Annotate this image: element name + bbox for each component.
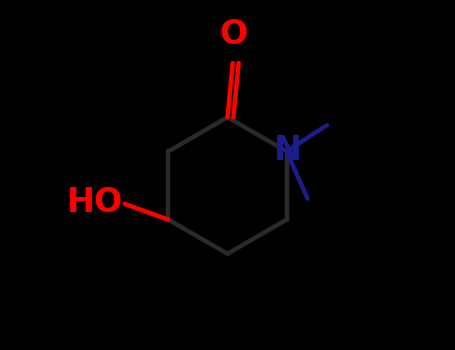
- Text: O: O: [220, 18, 248, 51]
- Text: HO: HO: [66, 186, 123, 219]
- Text: N: N: [274, 134, 303, 167]
